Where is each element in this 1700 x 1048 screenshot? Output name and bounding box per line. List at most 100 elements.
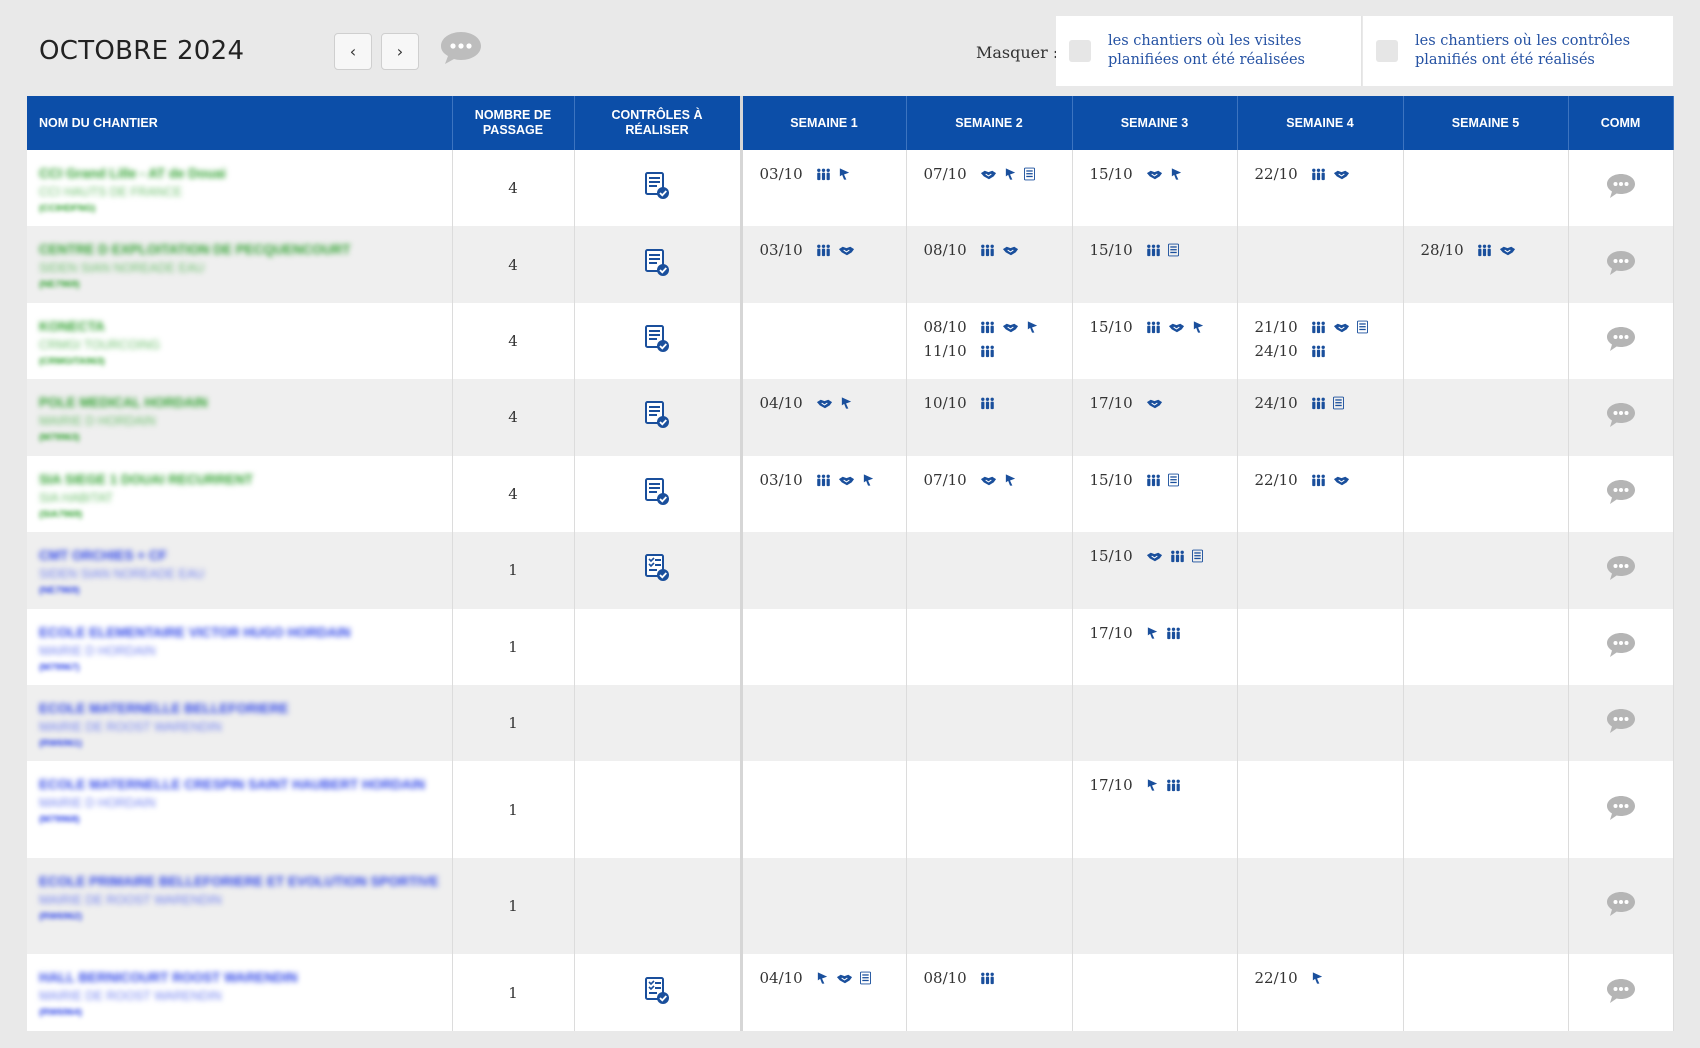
- handshake-icon: [1002, 320, 1019, 334]
- top-bar: OCTOBRE 2024 ‹ › Masquer : les chantiers…: [27, 16, 1673, 86]
- comment-icon[interactable]: [1606, 708, 1636, 734]
- week-4-cell: [1237, 684, 1404, 762]
- controls-cell: [574, 954, 743, 1031]
- next-month-button[interactable]: ›: [381, 33, 419, 70]
- planned-visit[interactable]: 04/10: [760, 968, 906, 988]
- planned-visit[interactable]: 07/10: [924, 470, 1072, 490]
- planned-visit[interactable]: 04/10: [760, 393, 906, 413]
- planned-visit[interactable]: 15/10: [1090, 317, 1237, 337]
- column-header-comments: COMM: [1568, 96, 1674, 150]
- planned-visit[interactable]: 22/10: [1255, 968, 1403, 988]
- comment-icon[interactable]: [1606, 978, 1636, 1004]
- planned-visit[interactable]: 07/10: [924, 164, 1072, 184]
- planned-visit[interactable]: 21/10: [1255, 317, 1403, 337]
- checklist-alt-icon[interactable]: [644, 976, 670, 1005]
- planned-visit[interactable]: 22/10: [1255, 164, 1403, 184]
- site-name-link[interactable]: KONECTA: [39, 318, 105, 334]
- planned-visit[interactable]: 08/10: [924, 240, 1072, 260]
- planned-visit[interactable]: 03/10: [760, 240, 906, 260]
- filter-visits-label: les chantiers où les visites planifiées …: [1108, 33, 1306, 68]
- comment-icon[interactable]: [1606, 479, 1636, 505]
- checklist-icon[interactable]: [644, 477, 670, 506]
- table-row: CMT ORCHIES + CF SIDEN SIAN NOREADE EAU (N…: [27, 532, 1674, 609]
- site-name-link[interactable]: ECOLE MATERNELLE CRESPIN SAINT HAUBERT H…: [39, 777, 426, 793]
- site-name-link[interactable]: ECOLE ELEMENTAIRE VICTOR HUGO HORDAIN: [39, 624, 351, 640]
- site-name-link[interactable]: POLE MEDICAL HORDAIN: [39, 395, 208, 411]
- speech-bubble-icon[interactable]: [439, 30, 483, 66]
- site-name-link[interactable]: CMT ORCHIES + CF: [39, 548, 167, 564]
- passages-cell: 1: [452, 532, 575, 609]
- people-icon: [980, 243, 995, 257]
- passages-cell: 4: [452, 455, 575, 533]
- visit-date: 17/10: [1089, 394, 1133, 413]
- checklist-icon[interactable]: [644, 172, 670, 200]
- site-name-link[interactable]: SIA SIEGE 1 DOUAI RECURRENT: [39, 471, 254, 487]
- visit-date: 24/10: [1254, 394, 1298, 413]
- planned-visit[interactable]: 15/10: [1090, 546, 1237, 566]
- comment-icon[interactable]: [1606, 795, 1636, 821]
- planned-visit[interactable]: 24/10: [1255, 393, 1403, 413]
- week-1-cell: [741, 532, 907, 609]
- visit-date: 22/10: [1254, 470, 1298, 489]
- visit-date: 08/10: [923, 317, 967, 336]
- planned-visit[interactable]: 08/10: [924, 968, 1072, 988]
- week-2-cell: [906, 608, 1073, 685]
- table-row: SIA SIEGE 1 DOUAI RECURRENT SIA HABITAT (S…: [27, 455, 1674, 533]
- filter-visits-checkbox[interactable]: [1069, 40, 1091, 62]
- planned-visit[interactable]: 15/10: [1090, 240, 1237, 260]
- comment-icon[interactable]: [1606, 632, 1636, 658]
- site-code: (M79968): [39, 814, 80, 826]
- visit-date: 28/10: [1420, 241, 1464, 260]
- comment-icon[interactable]: [1606, 891, 1636, 917]
- site-name-link[interactable]: ECOLE MATERNELLE BELLEFORIERE: [39, 700, 289, 716]
- filter-controls-done[interactable]: les chantiers où les contrôles planifiés…: [1363, 16, 1673, 86]
- controls-cell: [574, 684, 743, 762]
- site-name-link[interactable]: CENTRE D EXPLOITATION DE PECQUENCOURT: [39, 242, 351, 258]
- controls-cell: [574, 761, 743, 858]
- planned-visit[interactable]: 10/10: [924, 393, 1072, 413]
- week-1-cell: [741, 761, 907, 858]
- comment-icon[interactable]: [1606, 250, 1636, 276]
- site-name-link[interactable]: CCI Grand Lille - AT de Douai: [39, 166, 226, 181]
- list-icon: [1167, 243, 1179, 257]
- planned-visit[interactable]: 28/10: [1421, 240, 1568, 260]
- people-icon: [1311, 473, 1326, 487]
- checklist-alt-icon[interactable]: [644, 554, 670, 582]
- site-cell: POLE MEDICAL HORDAIN MAIRIE D HORDAIN (M79…: [27, 379, 453, 456]
- filter-controls-checkbox[interactable]: [1376, 40, 1398, 62]
- week-4-cell: 22/10: [1237, 954, 1404, 1031]
- planned-visit[interactable]: 22/10: [1255, 470, 1403, 490]
- site-client: SIDEN SIAN NOREADE EAU: [39, 567, 205, 582]
- site-name-link[interactable]: ECOLE PRIMAIRE BELLEFORIERE ET EVOLUTION…: [39, 873, 439, 889]
- site-code: (CRMGITA963): [39, 355, 105, 367]
- comment-icon[interactable]: [1606, 173, 1636, 199]
- planned-visit[interactable]: 08/10: [924, 317, 1072, 337]
- planned-visit[interactable]: 11/10: [924, 341, 1072, 361]
- checklist-icon[interactable]: [644, 248, 670, 277]
- comment-icon[interactable]: [1606, 555, 1636, 581]
- site-client: SIA HABITAT: [39, 490, 113, 505]
- site-name-link[interactable]: HALL BERNICOURT ROOST WARENDIN: [39, 970, 298, 986]
- planned-visit[interactable]: 03/10: [760, 164, 906, 184]
- checklist-icon[interactable]: [644, 401, 670, 429]
- planned-visit[interactable]: 24/10: [1255, 341, 1403, 361]
- planned-visit[interactable]: 17/10: [1090, 393, 1237, 413]
- planned-visit[interactable]: 17/10: [1090, 775, 1237, 795]
- list-icon: [1191, 549, 1203, 563]
- filter-visits-done[interactable]: les chantiers où les visites planifiées …: [1056, 16, 1362, 86]
- column-header-name: NOM DU CHANTIER: [27, 96, 453, 150]
- controls-cell: [574, 379, 743, 456]
- planned-visit[interactable]: 15/10: [1090, 164, 1237, 184]
- previous-month-button[interactable]: ‹: [334, 33, 372, 70]
- comment-icon[interactable]: [1606, 402, 1636, 428]
- planned-visit[interactable]: 15/10: [1090, 470, 1237, 490]
- visit-date: 07/10: [923, 470, 967, 489]
- week-1-cell: 04/10: [741, 954, 907, 1031]
- week-5-cell: [1403, 954, 1569, 1031]
- checklist-icon[interactable]: [644, 325, 670, 353]
- site-code: (M79963): [39, 432, 80, 444]
- table-row: ECOLE MATERNELLE CRESPIN SAINT HAUBERT H…: [27, 761, 1674, 858]
- planned-visit[interactable]: 17/10: [1090, 623, 1237, 643]
- comment-icon[interactable]: [1606, 326, 1636, 352]
- planned-visit[interactable]: 03/10: [760, 470, 906, 490]
